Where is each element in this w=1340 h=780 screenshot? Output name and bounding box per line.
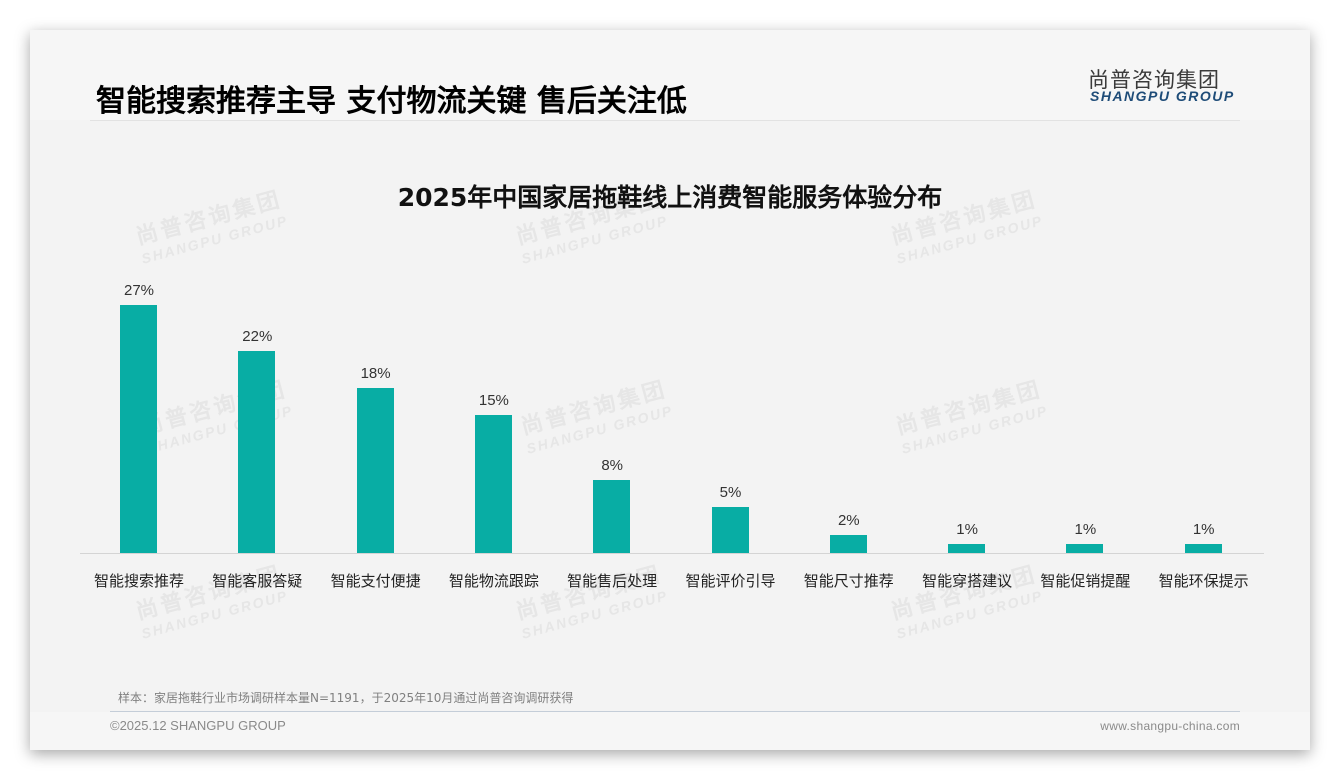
website-link[interactable]: www.shangpu-china.com <box>1100 719 1240 733</box>
bar-group: 27% <box>80 280 198 553</box>
category-label: 智能客服答疑 <box>212 572 303 590</box>
bar-group: 1% <box>908 280 1026 553</box>
bar-group: 15% <box>435 280 553 553</box>
bar-value-label: 15% <box>478 392 509 410</box>
bar-value-label: 8% <box>601 456 624 474</box>
footer-band <box>30 712 1310 750</box>
page-title: 智能搜索推荐主导 支付物流关键 售后关注低 <box>96 84 687 119</box>
bar-chart-plot: 27% 22% 18% 15% 8% 5% 2% 1% 1% 1% <box>80 280 1264 553</box>
bar-value-label: 18% <box>360 364 391 382</box>
bar-value-label: 5% <box>719 484 742 502</box>
category-label: 智能物流跟踪 <box>448 572 539 590</box>
x-axis-baseline <box>80 553 1264 554</box>
bar-group: 1% <box>1026 280 1144 553</box>
bar <box>120 305 157 553</box>
bar <box>711 507 749 553</box>
bar <box>1066 543 1104 553</box>
category-label: 智能售后处理 <box>567 572 658 590</box>
chart-title: 2025年中国家居拖鞋线上消费智能服务体验分布 <box>397 183 943 212</box>
bar <box>474 415 512 553</box>
category-label: 智能环保提示 <box>1158 572 1249 590</box>
bar-value-label: 1% <box>1074 520 1097 538</box>
sample-note: 样本：家居拖鞋行业市场调研样本量N=1191，于2025年10月通过尚普咨询调研… <box>118 691 574 705</box>
bar-value-label: 22% <box>242 327 273 345</box>
bar-group: 22% <box>198 280 316 553</box>
bar-group: 5% <box>672 280 790 553</box>
bar-group: 18% <box>317 280 435 553</box>
bar-group: 8% <box>553 280 671 553</box>
bar-group: 2% <box>790 280 908 553</box>
bar-value-label: 2% <box>837 511 860 529</box>
header-band <box>30 30 1310 120</box>
category-label: 智能评价引导 <box>685 572 776 590</box>
bar <box>948 543 986 553</box>
bar <box>1184 543 1222 553</box>
bar-value-label: 27% <box>123 282 155 299</box>
logo-chinese: 尚普咨询集团 <box>1088 68 1220 92</box>
bar <box>593 479 631 553</box>
footer-divider <box>110 711 1240 712</box>
slide: 智能搜索推荐主导 支付物流关键 售后关注低 尚普咨询集团 SHANGPU GRO… <box>30 30 1310 750</box>
bar <box>238 350 276 553</box>
bar <box>356 387 394 553</box>
category-label: 智能支付便捷 <box>330 572 421 590</box>
category-label: 智能穿搭建议 <box>922 572 1013 590</box>
logo-english: SHANGPU GROUP <box>1090 88 1235 104</box>
copyright: ©2025.12 SHANGPU GROUP <box>110 718 286 733</box>
bar-value-label: 1% <box>1192 520 1215 538</box>
category-label: 智能促销提醒 <box>1040 572 1131 590</box>
category-label: 智能尺寸推荐 <box>803 572 894 590</box>
title-divider <box>90 120 1240 121</box>
bar-value-label: 1% <box>956 520 978 538</box>
category-label: 智能搜索推荐 <box>93 572 184 590</box>
bar-group: 1% <box>1145 280 1263 553</box>
bar <box>829 534 867 553</box>
